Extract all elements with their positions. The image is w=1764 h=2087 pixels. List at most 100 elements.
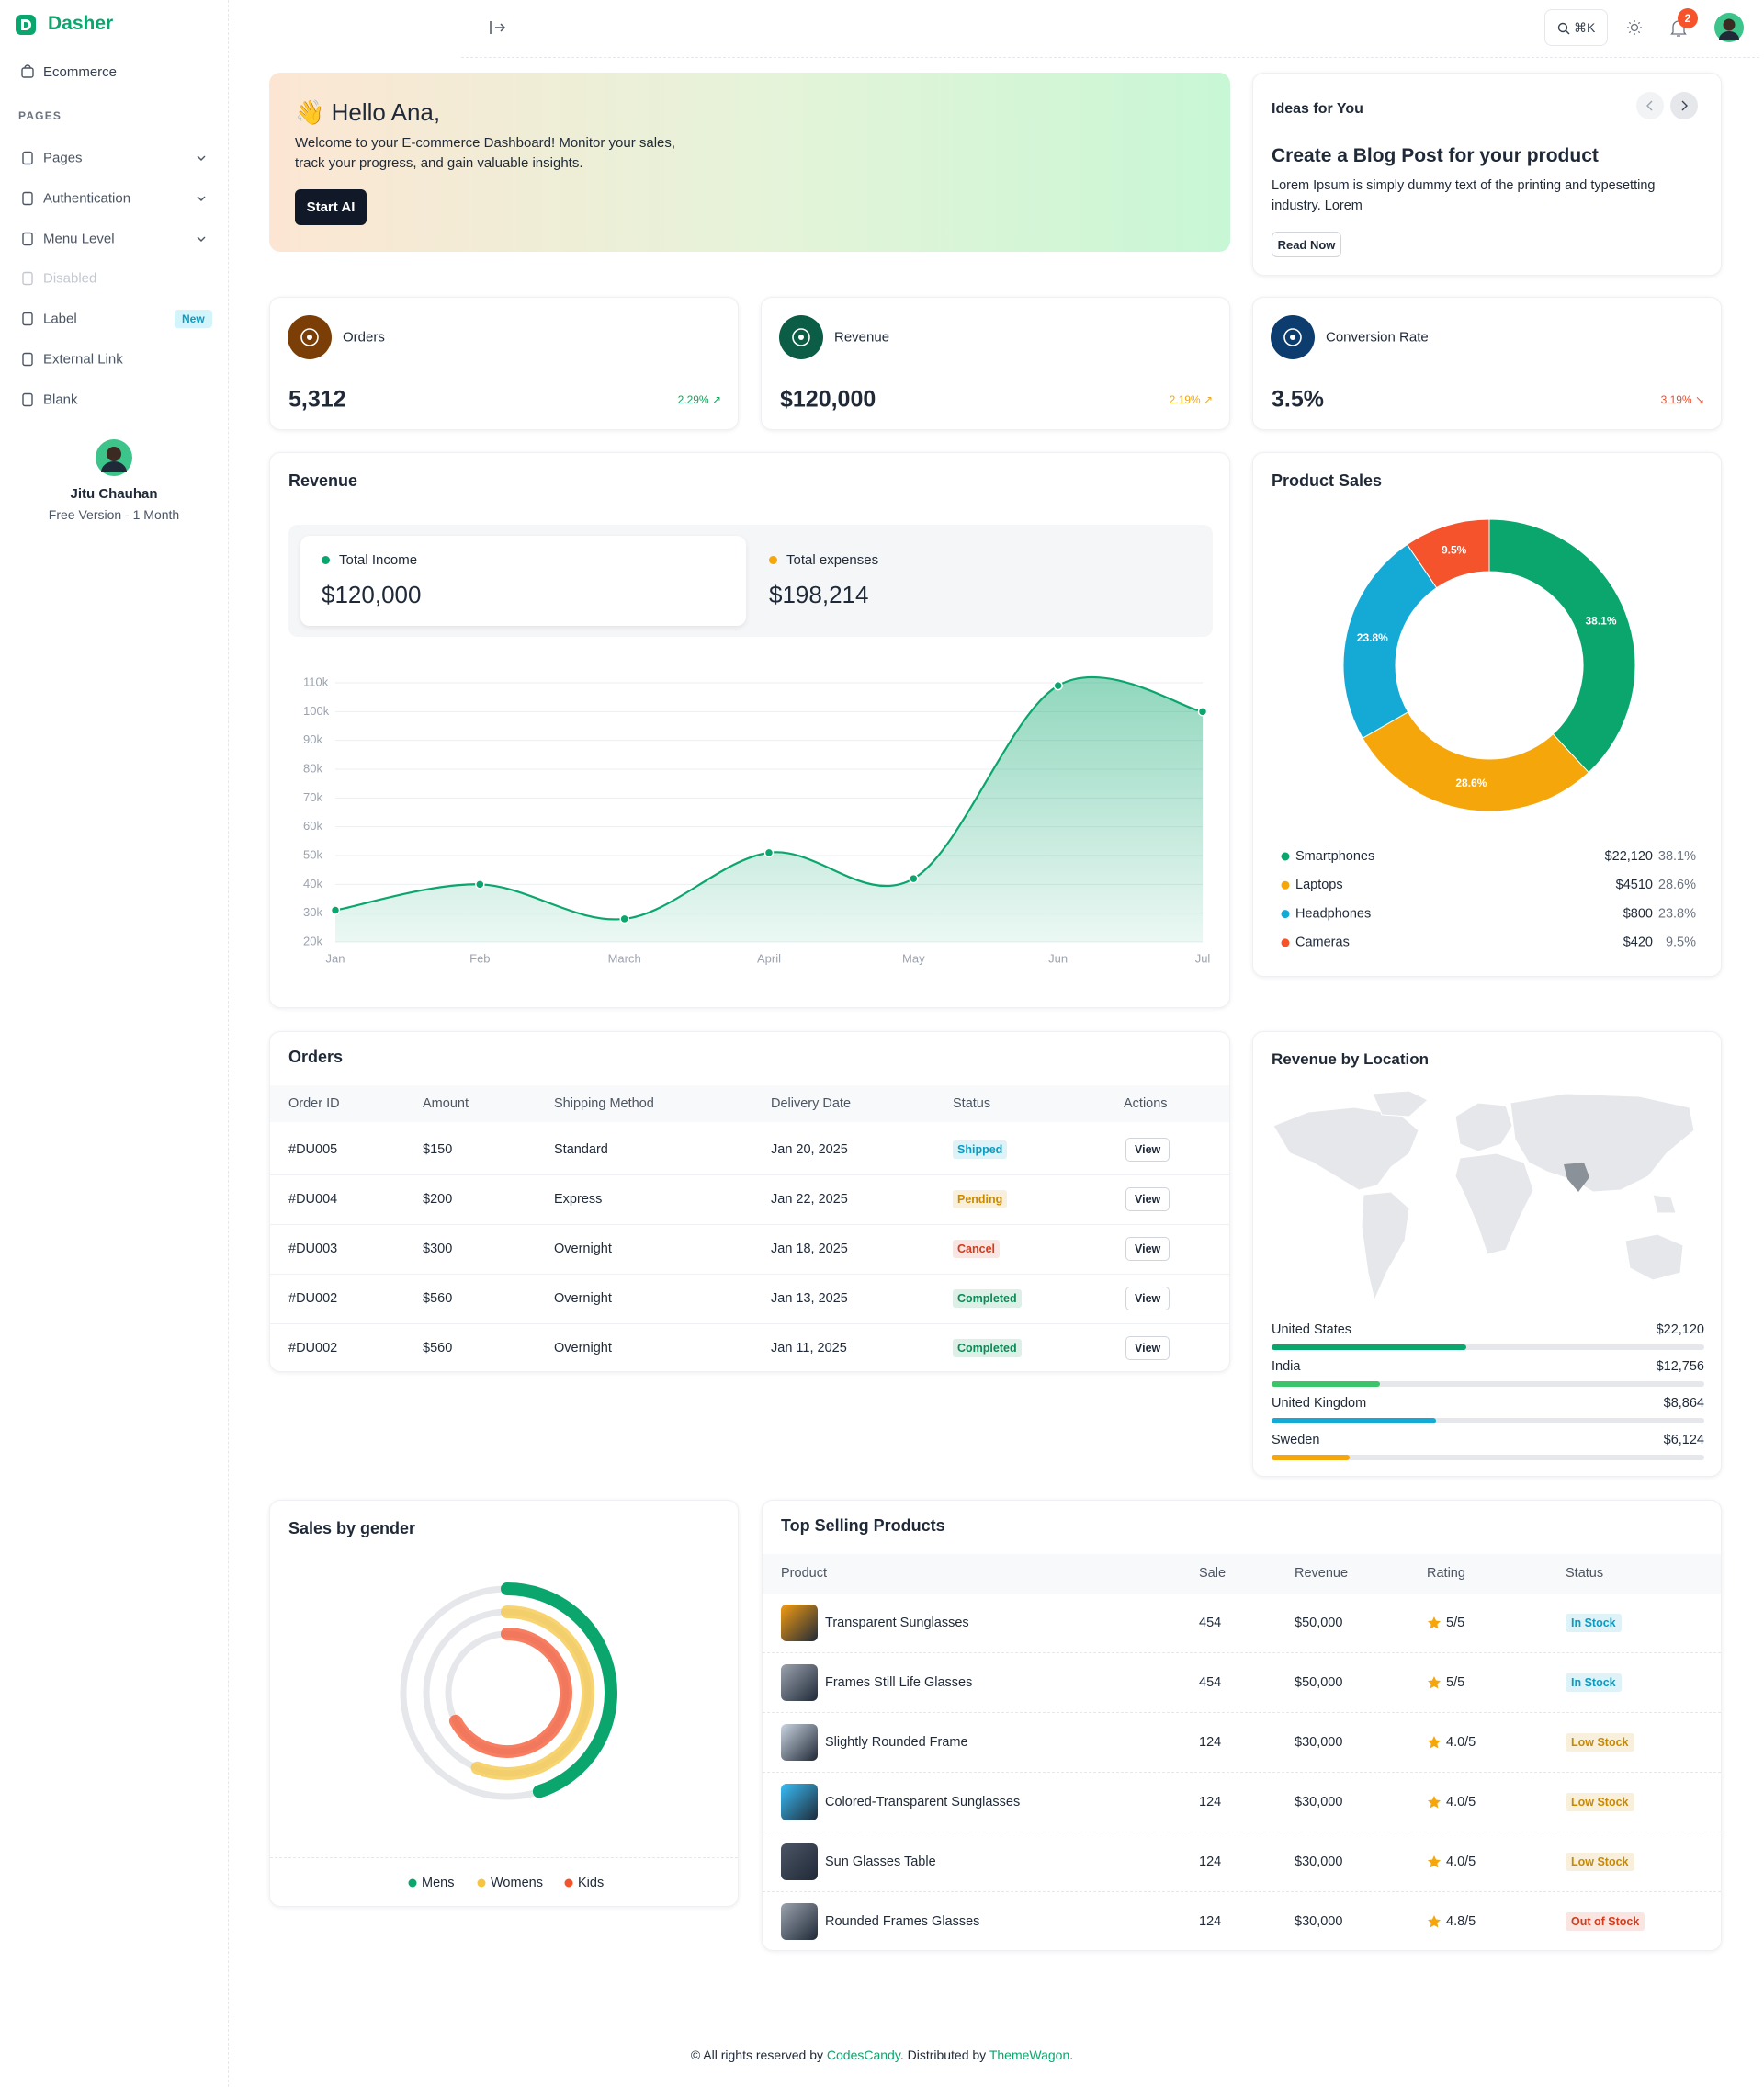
view-button[interactable]: View (1125, 1187, 1170, 1211)
y-tick-label: 90k (303, 732, 322, 746)
chevron[interactable] (196, 193, 207, 204)
rating: 4.0/5 (1446, 1795, 1476, 1809)
legend-percent: 38.1% (1658, 849, 1696, 864)
row-divider (270, 1274, 1229, 1275)
legend-label: Laptops (1295, 878, 1343, 892)
view-button[interactable]: View (1125, 1287, 1170, 1310)
card-title: Top Selling Products (781, 1516, 945, 1535)
legend-amount: $420 (1623, 936, 1653, 950)
nav-item[interactable]: Menu Level (43, 231, 115, 247)
product-image (781, 1724, 818, 1761)
amount: $8,864 (1663, 1396, 1704, 1411)
nav-item[interactable]: Blank (43, 391, 78, 408)
footer-text: © All rights reserved by (690, 2047, 827, 2062)
legend-label: Smartphones (1295, 849, 1374, 864)
y-tick-label: 30k (303, 905, 322, 919)
x-tick-label: March (608, 951, 641, 965)
status-badge: Out of Stock (1566, 1912, 1645, 1931)
status-badge: Pending (953, 1190, 1008, 1208)
column-header: Shipping Method (554, 1096, 654, 1111)
x-tick-label: Feb (469, 951, 490, 965)
chevron-path (197, 196, 206, 201)
stat-change: 2.29% ↗ (677, 393, 721, 406)
donut-chart: 38.1% Smartphones $22,120 38.1% 28.6% Laptops… (1281, 518, 1696, 950)
status-badge: Shipped (953, 1140, 1008, 1159)
cell: #DU005 (288, 1142, 338, 1157)
nav-item[interactable]: Authentication (43, 190, 131, 207)
segment-label: 28.6% (1455, 777, 1487, 789)
nav-icon (22, 352, 33, 367)
expenses-value: $198,214 (769, 581, 869, 608)
product-sales-card: Product Sales 38.1% Smartphones $22,120 38.… (1252, 452, 1722, 977)
star (1428, 1676, 1441, 1689)
income-label: Total Income (339, 552, 418, 568)
legend-label: Headphones (1295, 906, 1371, 921)
cell: #DU002 (288, 1341, 338, 1355)
chevron[interactable] (196, 233, 207, 244)
stat-label: Revenue (834, 329, 890, 346)
stat-icon (1271, 315, 1315, 359)
nav-item[interactable]: Label (43, 311, 77, 327)
revenue: $30,000 (1295, 1795, 1343, 1809)
legend-dot (769, 556, 777, 564)
cell: Jan 22, 2025 (771, 1192, 848, 1207)
user-plan: Free Version - 1 Month (48, 507, 180, 522)
star (1428, 1796, 1441, 1809)
chevron-path (197, 236, 206, 242)
chevron[interactable] (196, 153, 207, 164)
row-divider (270, 1174, 1229, 1175)
view-button[interactable]: View (1125, 1138, 1170, 1162)
read-now-button[interactable]: Read Now (1272, 232, 1341, 257)
nav-item: Disabled (43, 270, 97, 287)
income-value: $120,000 (322, 581, 422, 608)
revenue-card: Revenue Total Income $120,000 Total expe… (269, 452, 1230, 1008)
carousel-controls[interactable] (1635, 91, 1700, 120)
header-avatar[interactable] (1714, 13, 1744, 42)
donut-segment (1362, 711, 1589, 812)
nav-item[interactable]: Ecommerce (43, 64, 118, 80)
legend-dot (408, 1878, 417, 1888)
chart-title: Revenue (288, 471, 358, 490)
cell: Jan 18, 2025 (771, 1242, 848, 1256)
point (475, 879, 485, 890)
progress-bar (1272, 1455, 1350, 1460)
view-button[interactable]: View (1125, 1237, 1170, 1261)
row-divider (763, 1712, 1721, 1713)
footer-link[interactable]: ThemeWagon (989, 2047, 1070, 2062)
view-button[interactable]: View (1125, 1336, 1170, 1360)
revenue: $50,000 (1295, 1616, 1343, 1630)
search-shortcut: ⌘K (1574, 20, 1596, 35)
chart-title: Sales by gender (288, 1519, 416, 1537)
point (330, 905, 341, 915)
theme-toggle[interactable] (1626, 19, 1643, 36)
nav-icon (22, 151, 33, 165)
cell: Jan 11, 2025 (771, 1341, 847, 1355)
row-divider (270, 1224, 1229, 1225)
nav-item[interactable]: External Link (43, 351, 123, 368)
star-icon (1428, 1736, 1441, 1749)
rating: 4.0/5 (1446, 1735, 1476, 1750)
row-divider (763, 1652, 1721, 1653)
star-icon (1428, 1855, 1441, 1868)
stat-change: 3.19% ↘ (1660, 393, 1704, 406)
y-tick-label: 60k (303, 819, 322, 833)
start-ai-button[interactable]: Start AI (295, 189, 367, 225)
search-button[interactable]: ⌘K (1544, 9, 1608, 46)
progress-bar (1272, 1344, 1466, 1350)
footer-link[interactable]: CodesCandy (826, 2047, 900, 2062)
stat-value: 5,312 (288, 386, 346, 413)
cell: $300 (423, 1242, 453, 1256)
star-icon (1428, 1796, 1441, 1809)
column-header: Sale (1199, 1566, 1227, 1581)
location-card: Revenue by Location United States $22,120… (1252, 1031, 1722, 1477)
donut-segment (1488, 518, 1636, 774)
country: United States (1272, 1322, 1352, 1337)
brand-name[interactable]: Dasher (48, 13, 114, 34)
column-header: Actions (1124, 1096, 1168, 1111)
sidebar-toggle[interactable] (489, 19, 507, 36)
progress-track (1272, 1381, 1704, 1387)
stat-card: Conversion Rate 3.5% 3.19% ↘ (1252, 297, 1722, 430)
nav-item[interactable]: Pages (43, 150, 83, 166)
